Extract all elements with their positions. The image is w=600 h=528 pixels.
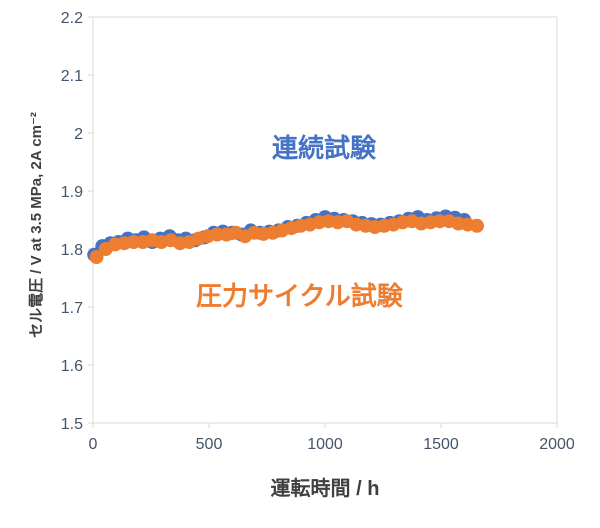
annotation-pressure-cycle-test: 圧力サイクル試験 — [196, 281, 403, 311]
data-point-series-1 — [470, 218, 484, 233]
y-tick-label: 2.1 — [61, 68, 83, 85]
y-tick-label: 2 — [74, 126, 83, 143]
y-tick-label: 1.7 — [61, 300, 83, 317]
annotation-continuous-test: 連続試験 — [272, 133, 377, 163]
x-tick-label: 0 — [89, 436, 98, 453]
y-tick-label: 1.6 — [61, 358, 83, 375]
y-axis-title: セル電圧 / V at 3.5 MPa, 2A cm⁻² — [28, 112, 45, 338]
x-tick-label: 1000 — [307, 436, 343, 453]
y-tick-label: 1.8 — [61, 242, 83, 259]
y-tick-label: 2.2 — [61, 10, 83, 27]
x-tick-label: 500 — [196, 436, 223, 453]
y-tick-label: 1.5 — [61, 416, 83, 433]
x-axis-title: 運転時間 / h — [270, 478, 380, 500]
x-tick-label: 2000 — [539, 436, 575, 453]
x-tick-label: 1500 — [423, 436, 459, 453]
data-point-series-1 — [89, 250, 104, 265]
y-tick-label: 1.9 — [61, 184, 83, 201]
